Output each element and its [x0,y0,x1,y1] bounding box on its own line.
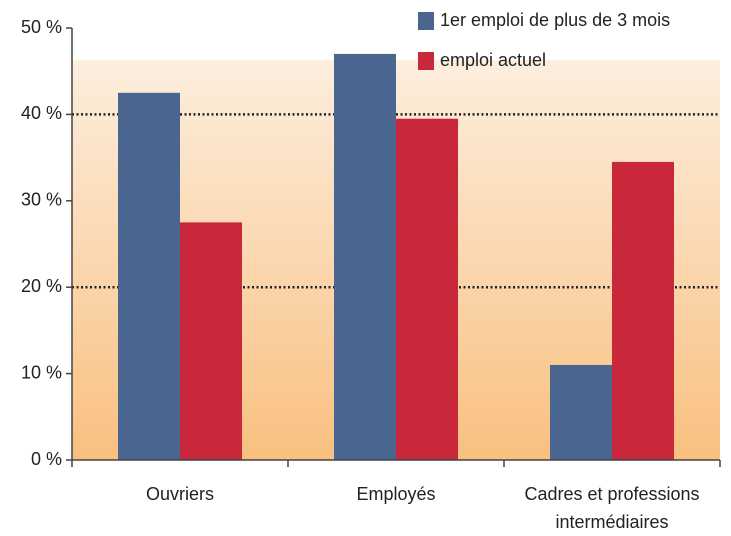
legend-swatch [418,52,434,70]
x-tick-label: Employés [356,484,436,504]
bar [550,364,612,460]
y-tick-label: 0 % [31,449,62,469]
y-tick-label: 40 % [21,103,62,123]
x-tick-label: Cadres et professions intermédiaires [524,484,700,532]
y-tick-label: 10 % [21,362,62,382]
bar [118,92,180,461]
bar [612,161,674,461]
y-tick-label: 50 % [21,17,62,37]
legend-label: 1er emploi de plus de 3 mois [440,10,670,30]
x-tick-label: Ouvriers [145,484,214,504]
bar [396,118,458,460]
bar [180,222,242,460]
y-tick-label: 30 % [21,190,62,210]
legend-label: emploi actuel [440,50,546,70]
bar [334,53,396,461]
legend-swatch [418,12,434,30]
y-tick-label: 20 % [21,276,62,296]
